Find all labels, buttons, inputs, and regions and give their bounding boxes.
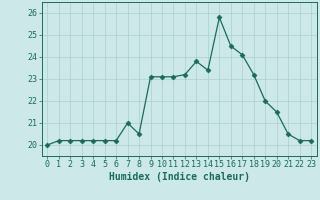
X-axis label: Humidex (Indice chaleur): Humidex (Indice chaleur)	[109, 172, 250, 182]
